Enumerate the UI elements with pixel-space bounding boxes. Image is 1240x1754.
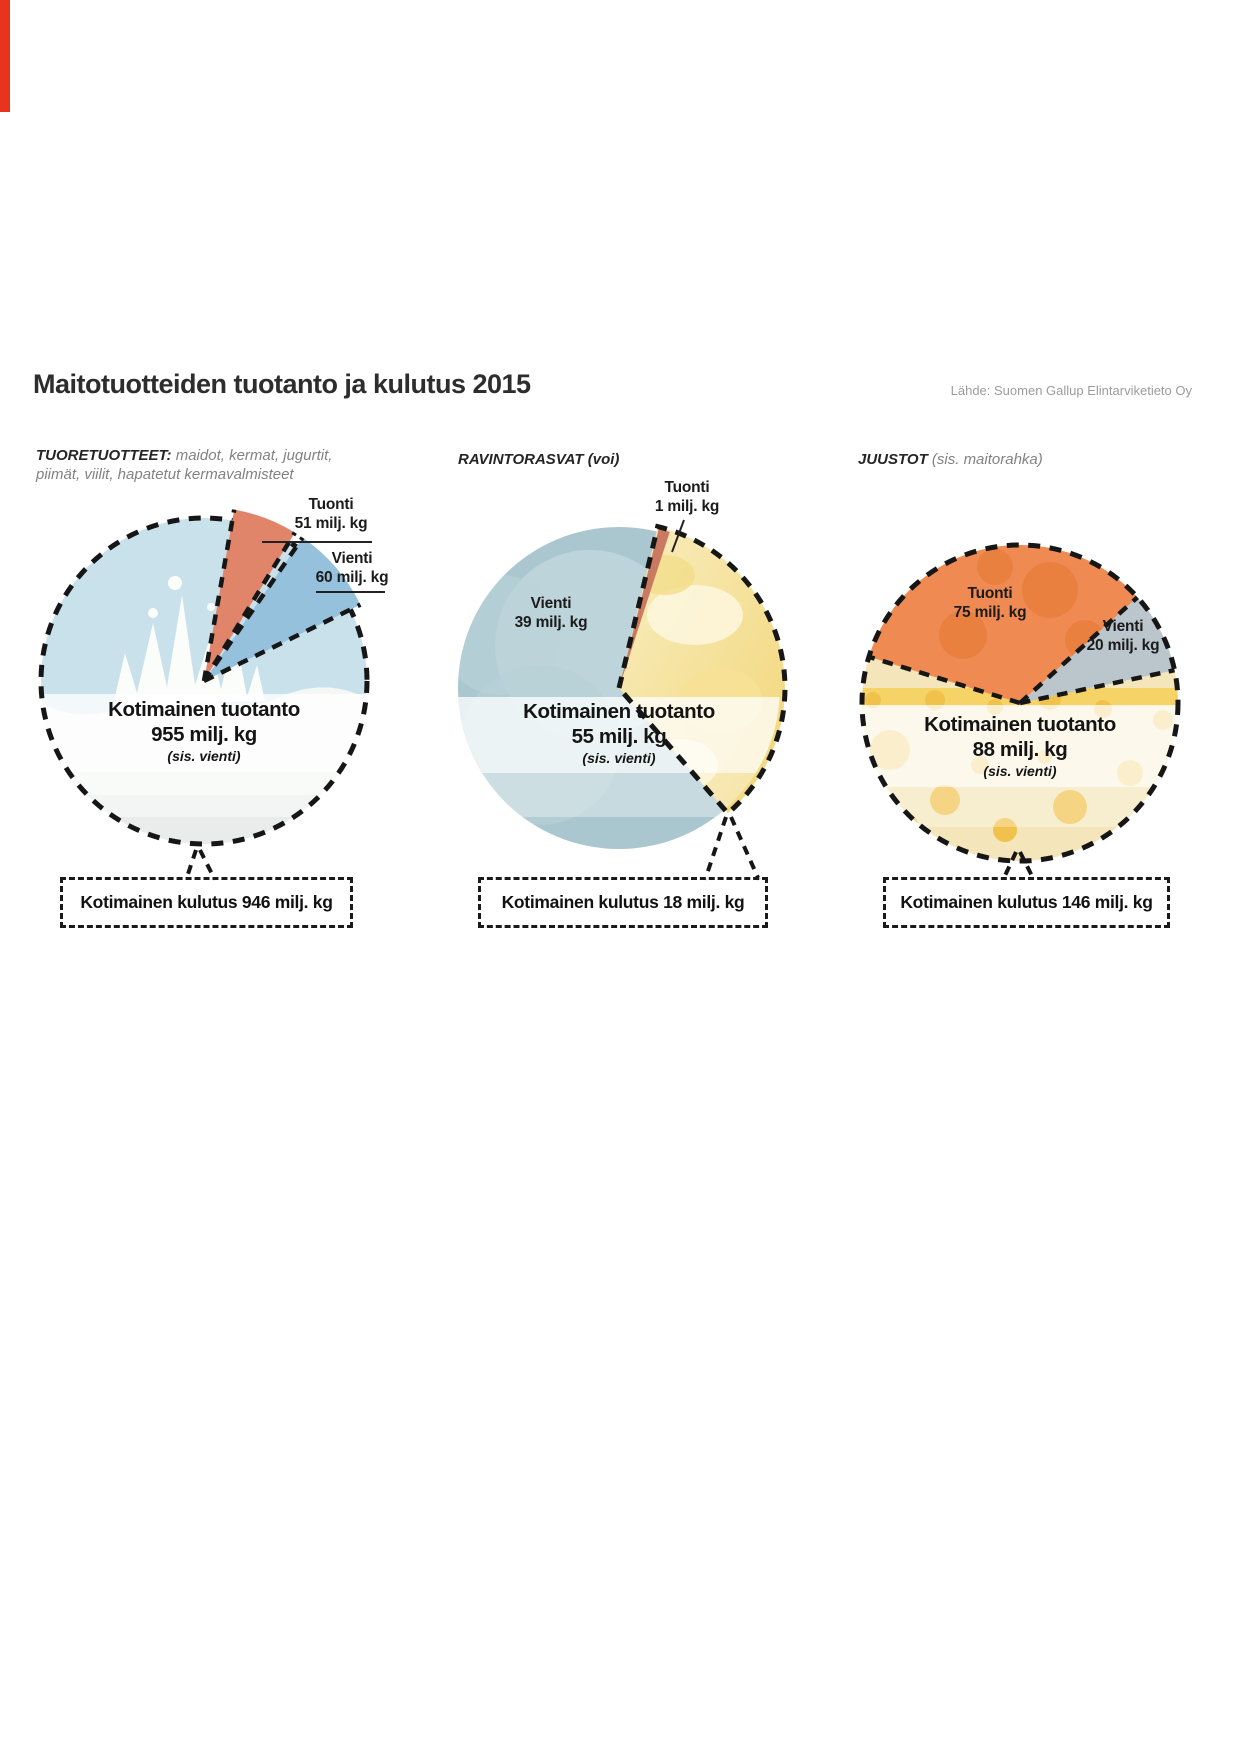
import-value: 75 milj. kg bbox=[953, 603, 1027, 621]
export-label: Vienti bbox=[331, 550, 373, 567]
chart-header-bold: JUUSTOT bbox=[858, 451, 928, 468]
label-pointer-lines bbox=[262, 541, 385, 593]
export-slice bbox=[204, 537, 361, 681]
export-label: Vienti bbox=[1102, 618, 1144, 635]
import-label: Tuonti bbox=[664, 479, 710, 496]
export-slice-label: Vienti 39 milj. kg bbox=[481, 595, 621, 632]
chart-header-bold: TUORETUOTTEET: bbox=[36, 447, 172, 464]
import-value: 51 milj. kg bbox=[294, 514, 368, 532]
production-title: Kotimainen tuotanto bbox=[523, 700, 715, 723]
import-slice bbox=[204, 509, 295, 681]
page-title: Maitotuotteiden tuotanto ja kulutus 2015 bbox=[33, 369, 531, 399]
pie-dashed-outline bbox=[38, 515, 370, 847]
import-slice-label: Tuonti 1 milj. kg bbox=[617, 479, 757, 516]
pie-chart-cheese bbox=[859, 542, 1181, 881]
production-value: 955 milj. kg bbox=[151, 723, 257, 746]
production-note: (sis. vienti) bbox=[582, 750, 656, 766]
center-label-band bbox=[41, 694, 367, 772]
production-note: (sis. vienti) bbox=[167, 748, 241, 764]
slice-dashed-edges bbox=[201, 509, 362, 684]
consumption-connector bbox=[703, 816, 761, 881]
production-wedge-dashed-outline bbox=[616, 523, 788, 817]
consumption-connector bbox=[184, 849, 217, 881]
import-slice-texture bbox=[939, 549, 1105, 660]
chart-header-cheese: JUUSTOT (sis. maitorahka) bbox=[858, 450, 1188, 469]
production-note: (sis. vienti) bbox=[983, 763, 1057, 779]
pie-chart-fresh-products bbox=[38, 509, 385, 881]
chart-header-bold: RAVINTORASVAT (voi) bbox=[458, 451, 620, 468]
slice-dashed-edges bbox=[868, 595, 1175, 706]
production-value: 88 milj. kg bbox=[972, 738, 1068, 761]
source-label: Lähde: Suomen Gallup Elintarviketieto Oy bbox=[950, 383, 1192, 398]
consumption-box: Kotimainen kulutus 18 milj. kg bbox=[478, 877, 768, 928]
export-value: 20 milj. kg bbox=[1086, 636, 1160, 654]
label-pointer-line bbox=[671, 519, 685, 553]
center-label-band bbox=[458, 697, 780, 817]
import-value: 1 milj. kg bbox=[654, 497, 720, 515]
import-label: Tuonti bbox=[308, 496, 354, 513]
export-slice-label: Vienti 60 milj. kg bbox=[282, 550, 422, 587]
production-center-label: Kotimainen tuotanto 955 milj. kg (sis. v… bbox=[54, 697, 354, 765]
page-corner-mark bbox=[0, 0, 10, 112]
export-value: 60 milj. kg bbox=[315, 568, 389, 586]
chart-header-fresh-products: TUORETUOTTEET: maidot, kermat, jugurtit,… bbox=[36, 446, 366, 484]
export-slice-label: Vienti 20 milj. kg bbox=[1053, 618, 1193, 655]
chart-header-butter: RAVINTORASVAT (voi) bbox=[458, 450, 788, 469]
production-center-label: Kotimainen tuotanto 88 milj. kg (sis. vi… bbox=[870, 712, 1170, 780]
milk-splash-crown bbox=[113, 595, 265, 705]
export-value: 39 milj. kg bbox=[514, 613, 588, 631]
import-label: Tuonti bbox=[967, 585, 1013, 602]
import-slice-label: Tuonti 51 milj. kg bbox=[261, 496, 401, 533]
consumption-connector bbox=[1001, 851, 1036, 881]
import-slice bbox=[619, 528, 670, 688]
export-label: Vienti bbox=[530, 595, 572, 612]
chart-header-gray: maidot, kermat, jugurtit, piimät, viilit… bbox=[36, 447, 333, 483]
production-title: Kotimainen tuotanto bbox=[108, 698, 300, 721]
production-title: Kotimainen tuotanto bbox=[924, 713, 1116, 736]
consumption-box: Kotimainen kulutus 946 milj. kg bbox=[60, 877, 353, 928]
chart-header-gray: (sis. maitorahka) bbox=[927, 451, 1043, 468]
production-center-label: Kotimainen tuotanto 55 milj. kg (sis. vi… bbox=[469, 699, 769, 767]
pie-dashed-outline bbox=[859, 542, 1181, 864]
pie-chart-butter bbox=[458, 519, 788, 881]
consumption-box: Kotimainen kulutus 146 milj. kg bbox=[883, 877, 1170, 928]
production-value: 55 milj. kg bbox=[571, 725, 667, 748]
import-slice-label: Tuonti 75 milj. kg bbox=[920, 585, 1060, 622]
